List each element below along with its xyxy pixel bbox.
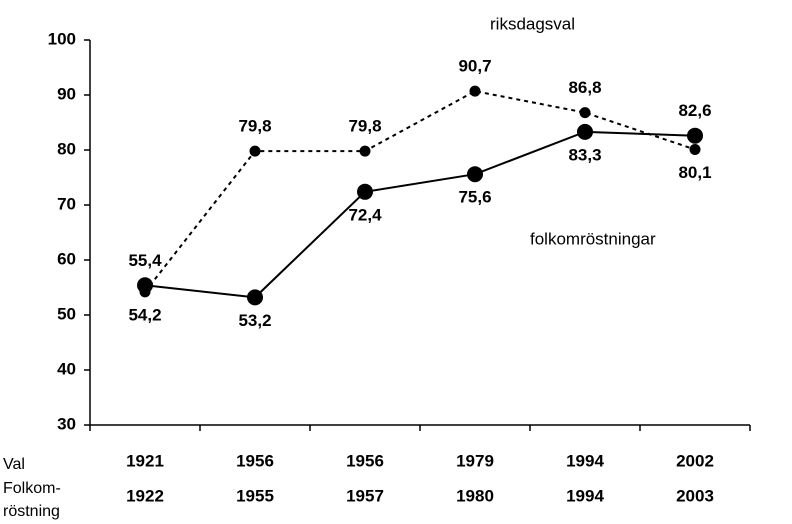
x-tick-label: 1994 (566, 451, 604, 470)
x-tick-label-2: 1980 (456, 486, 494, 505)
row-label: Folkom- (3, 480, 61, 497)
value-label: 83,3 (568, 145, 601, 164)
value-label: 79,8 (238, 117, 271, 136)
x-tick-label: 1979 (456, 451, 494, 470)
value-label: 79,8 (348, 117, 381, 136)
point (249, 145, 261, 157)
x-tick-label-2: 2003 (676, 486, 714, 505)
value-label: 54,2 (128, 305, 161, 324)
y-tick-label: 100 (48, 29, 76, 48)
point (247, 289, 263, 306)
y-tick-label: 80 (57, 139, 76, 158)
point (357, 183, 373, 200)
x-tick-label-2: 1957 (346, 486, 384, 505)
series-label: riksdagsval (490, 14, 575, 33)
row-label: röstning (3, 503, 60, 520)
value-label: 75,6 (458, 188, 491, 207)
x-tick-label: 1956 (346, 451, 384, 470)
y-tick-label: 70 (57, 194, 76, 213)
value-label: 53,2 (238, 311, 271, 330)
point (577, 123, 593, 140)
value-label: 82,6 (678, 101, 711, 120)
value-label: 90,7 (458, 57, 491, 76)
x-tick-label: 2002 (676, 451, 714, 470)
point (579, 107, 591, 119)
point (137, 277, 153, 294)
value-label: 86,8 (568, 78, 601, 97)
y-tick-label: 50 (57, 304, 76, 323)
x-tick-label-2: 1955 (236, 486, 274, 505)
series-label: folkomröstningar (530, 229, 656, 248)
value-label: 80,1 (678, 163, 711, 182)
y-tick-label: 30 (57, 414, 76, 433)
series-line (144, 130, 696, 299)
row-label: Val (3, 456, 25, 473)
point (359, 145, 371, 157)
y-tick-label: 90 (57, 84, 76, 103)
point (689, 143, 701, 155)
y-tick-label: 60 (57, 249, 76, 268)
x-tick-label: 1921 (126, 451, 164, 470)
value-label: 55,4 (128, 251, 162, 270)
x-tick-label: 1956 (236, 451, 274, 470)
value-label: 72,4 (348, 205, 382, 224)
point (687, 127, 703, 144)
y-tick-label: 40 (57, 359, 76, 378)
point (467, 166, 483, 183)
x-tick-label-2: 1922 (126, 486, 164, 505)
series-line (144, 90, 696, 293)
x-tick-label-2: 1994 (566, 486, 604, 505)
point (469, 85, 481, 97)
